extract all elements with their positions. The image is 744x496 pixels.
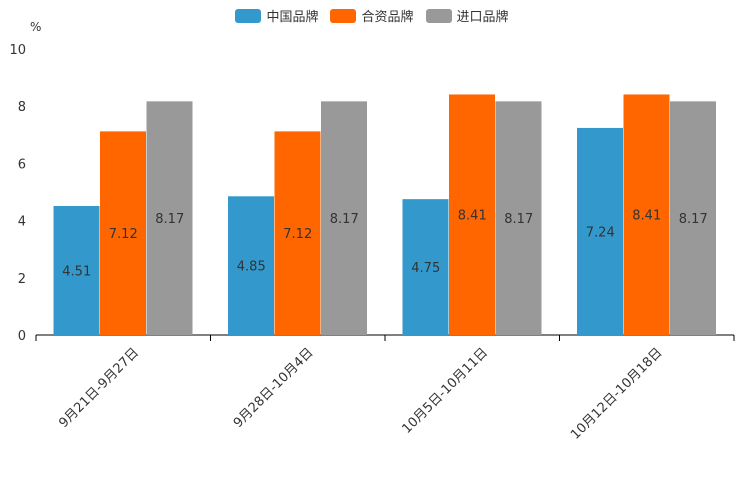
data-label-1-2: 8.17	[330, 212, 359, 227]
data-label-2-2: 8.17	[504, 212, 533, 227]
x-tick-label-0: 9月21日-9月27日	[56, 345, 142, 431]
data-label-2-0: 4.75	[411, 261, 440, 276]
data-label-2-1: 8.41	[458, 209, 487, 224]
legend-label-joint-venture-brand: 合资品牌	[361, 10, 414, 25]
x-tick-label-2: 10月5日-10月11日	[399, 345, 491, 437]
bar-1-2	[321, 101, 367, 335]
data-label-0-0: 4.51	[62, 265, 91, 280]
legend-label-imported-brand: 进口品牌	[456, 10, 509, 25]
chart-legend: 中国品牌 合资品牌 进口品牌	[0, 6, 744, 25]
legend-item-imported-brand[interactable]: 进口品牌	[425, 6, 509, 25]
data-label-1-0: 4.85	[237, 260, 266, 275]
bar-1-0	[228, 196, 274, 335]
legend-swatch-imported-brand	[425, 8, 452, 23]
x-tick-label-3: 10月12日-10月18日	[568, 345, 665, 442]
data-label-3-0: 7.24	[586, 225, 615, 240]
legend-item-joint-venture-brand[interactable]: 合资品牌	[330, 6, 414, 25]
bar-3-0	[577, 127, 623, 335]
legend-label-china-brand: 中国品牌	[266, 10, 319, 25]
data-label-0-1: 7.12	[109, 227, 138, 242]
y-tick-label-6: 6	[18, 157, 26, 172]
bar-0-2	[146, 101, 193, 335]
bar-3-2	[670, 101, 716, 335]
data-label-3-2: 8.17	[679, 212, 708, 227]
data-label-0-2: 8.17	[155, 212, 184, 227]
bar-0-1	[100, 131, 146, 335]
bar-1-1	[274, 131, 321, 335]
x-tick-label-1: 9月28日-10月4日	[231, 345, 317, 431]
data-label-1-1: 7.12	[283, 227, 312, 242]
y-tick-label-10: 10	[9, 43, 26, 58]
bar-2-2	[495, 101, 542, 335]
y-axis-unit: %	[30, 20, 42, 34]
legend-item-china-brand[interactable]: 中国品牌	[235, 6, 318, 25]
bar-2-0	[402, 199, 449, 335]
y-tick-label-8: 8	[18, 100, 26, 115]
y-tick-label-4: 4	[18, 215, 26, 230]
bar-0-0	[53, 206, 100, 335]
bar-2-1	[449, 94, 495, 335]
data-label-3-1: 8.41	[632, 209, 661, 224]
legend-swatch-joint-venture-brand	[330, 8, 357, 23]
legend-swatch-china-brand	[235, 8, 262, 23]
y-tick-label-2: 2	[18, 272, 26, 287]
bar-3-1	[623, 94, 670, 335]
y-tick-label-0: 0	[18, 329, 26, 344]
